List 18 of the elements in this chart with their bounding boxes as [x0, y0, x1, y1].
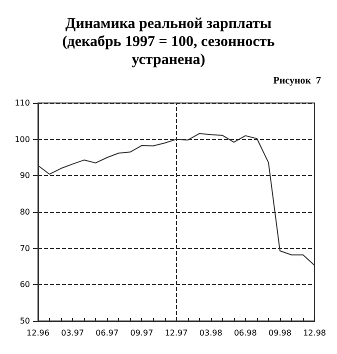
y-tick-label: 70 — [20, 244, 30, 253]
chart-title: Динамика реальной зарплаты (декабрь 1997 = 100, сезонность устранена) — [62, 16, 275, 68]
x-tick-label: 12.98 — [303, 328, 326, 338]
x-tick-label: 03.98 — [199, 328, 222, 338]
x-tick-label: 06.97 — [96, 328, 119, 338]
x-tick-label: 09.97 — [130, 328, 154, 338]
y-tick-label: 50 — [20, 316, 30, 326]
y-tick-label: 60 — [20, 280, 30, 290]
y-tick-label: 100 — [14, 134, 30, 144]
x-tick-label: 06.98 — [234, 328, 257, 338]
text: Рисунок 7 — [273, 76, 322, 86]
y-tick-label: 110 — [14, 98, 30, 108]
y-tick-label: 90 — [20, 171, 30, 180]
x-tick-label: 12.96 — [26, 328, 50, 338]
x-tick-label: 03.97 — [61, 328, 84, 338]
x-tick-label: 12.97 — [164, 328, 188, 338]
y-tick-label: 80 — [20, 208, 30, 216]
x-tick-label: 09.98 — [268, 328, 292, 338]
